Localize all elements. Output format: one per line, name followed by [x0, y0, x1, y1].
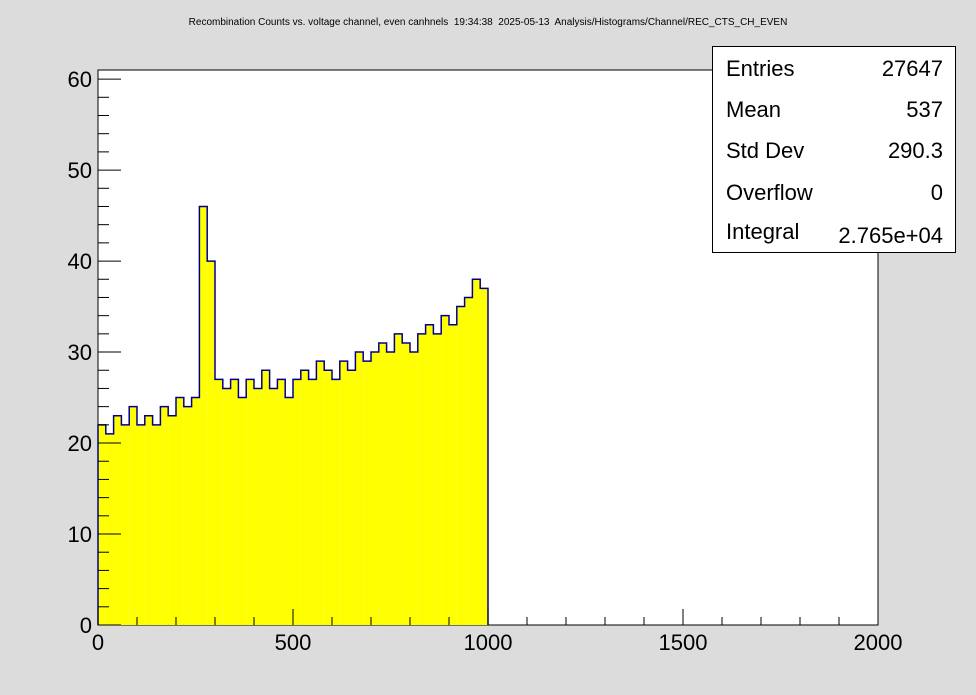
- stat-integral-value: 2.765e+04: [838, 223, 943, 248]
- stat-entries-value: 27647: [881, 56, 943, 81]
- stat-integral-label: Integral: [726, 219, 800, 244]
- stats-box: Entries 27647 Mean 537 Std Dev 290.3 Ove…: [712, 46, 956, 253]
- histogram-bar: [355, 352, 364, 625]
- stat-mean-label: Mean: [726, 97, 782, 122]
- histogram-bar: [191, 397, 200, 625]
- histogram-bar: [152, 424, 161, 625]
- x-axis: 0 500 1000 1500 2000: [92, 609, 903, 655]
- histogram-bar: [261, 370, 270, 625]
- histogram-bar: [386, 352, 395, 625]
- histogram-bar: [441, 315, 449, 625]
- stat-std-dev: Std Dev 290.3: [726, 138, 943, 164]
- y-tick-label: 60: [68, 67, 92, 92]
- histogram-bar: [363, 361, 371, 625]
- stat-mean: Mean 537: [726, 97, 943, 123]
- histogram-bar: [269, 388, 278, 625]
- histogram-bar: [394, 333, 403, 625]
- histogram-bar: [402, 342, 410, 625]
- histogram-bar: [199, 206, 208, 625]
- stat-mean-value: 537: [906, 97, 943, 122]
- x-tick-label: 0: [92, 630, 104, 655]
- stat-entries: Entries 27647: [726, 56, 943, 82]
- histogram-bar: [144, 415, 153, 625]
- y-tick-label: 10: [68, 522, 92, 547]
- histogram-bar: [324, 370, 332, 625]
- y-axis: 0 10 20 30 40 50 60: [68, 67, 121, 638]
- histogram-bar: [347, 370, 356, 625]
- histogram-bar: [378, 342, 387, 625]
- histogram-bar: [449, 324, 457, 625]
- histogram-bar: [246, 379, 254, 625]
- histogram-bar: [137, 424, 145, 625]
- stat-std-dev-value: 290.3: [887, 138, 943, 163]
- histogram-bar: [254, 388, 262, 625]
- x-tick-label: 1500: [659, 630, 708, 655]
- histogram-bar: [168, 415, 176, 625]
- histogram-bar: [238, 397, 247, 625]
- y-tick-label: 50: [68, 158, 92, 183]
- histogram-bar: [207, 261, 215, 625]
- stat-overflow-value: 0: [930, 180, 943, 205]
- stat-entries-label: Entries: [726, 56, 795, 81]
- histogram-bar: [410, 352, 418, 625]
- histogram-bar: [332, 379, 340, 625]
- histogram-bar: [105, 433, 114, 625]
- histogram-bar: [121, 424, 130, 625]
- histogram-bar: [464, 297, 473, 625]
- histogram-bar: [293, 379, 301, 625]
- x-tick-label: 500: [275, 630, 312, 655]
- histogram-bar: [277, 379, 286, 625]
- histogram-bar: [176, 397, 184, 625]
- histogram-bar: [339, 361, 348, 625]
- histogram-bar: [230, 379, 239, 625]
- histogram-bar: [183, 406, 192, 625]
- histogram-outline: [97, 205, 489, 625]
- histogram-bar: [160, 406, 169, 625]
- histogram-bar: [222, 388, 231, 625]
- y-tick-label: 30: [68, 340, 92, 365]
- stat-std-dev-label: Std Dev: [726, 138, 805, 163]
- x-tick-label: 2000: [854, 630, 903, 655]
- stat-overflow-label: Overflow: [726, 180, 813, 205]
- histogram-bar: [456, 306, 465, 625]
- histogram-bar: [472, 279, 481, 625]
- x-tick-label: 1000: [464, 630, 513, 655]
- histogram-bar: [300, 370, 309, 625]
- histogram-bar: [129, 406, 137, 625]
- histogram-bar: [417, 333, 426, 625]
- y-tick-label: 20: [68, 431, 92, 456]
- histogram-bar: [316, 361, 325, 625]
- stat-integral: Integral 2.765e+04: [726, 219, 943, 248]
- histogram-bar: [113, 415, 122, 625]
- histogram-bar: [285, 397, 293, 625]
- histogram-bar: [433, 333, 442, 625]
- chart-title: Recombination Counts vs. voltage channel…: [188, 17, 788, 28]
- y-tick-label: 40: [68, 249, 92, 274]
- histogram-bar: [480, 288, 488, 625]
- histogram-bar: [371, 352, 379, 625]
- y-tick-label: 0: [80, 613, 92, 638]
- histogram-bar: [308, 379, 317, 625]
- histogram-bar: [98, 424, 106, 625]
- stat-overflow: Overflow 0: [726, 180, 943, 206]
- histogram-bar: [425, 324, 434, 625]
- histogram-bars: [98, 206, 488, 625]
- histogram-bar: [215, 379, 223, 625]
